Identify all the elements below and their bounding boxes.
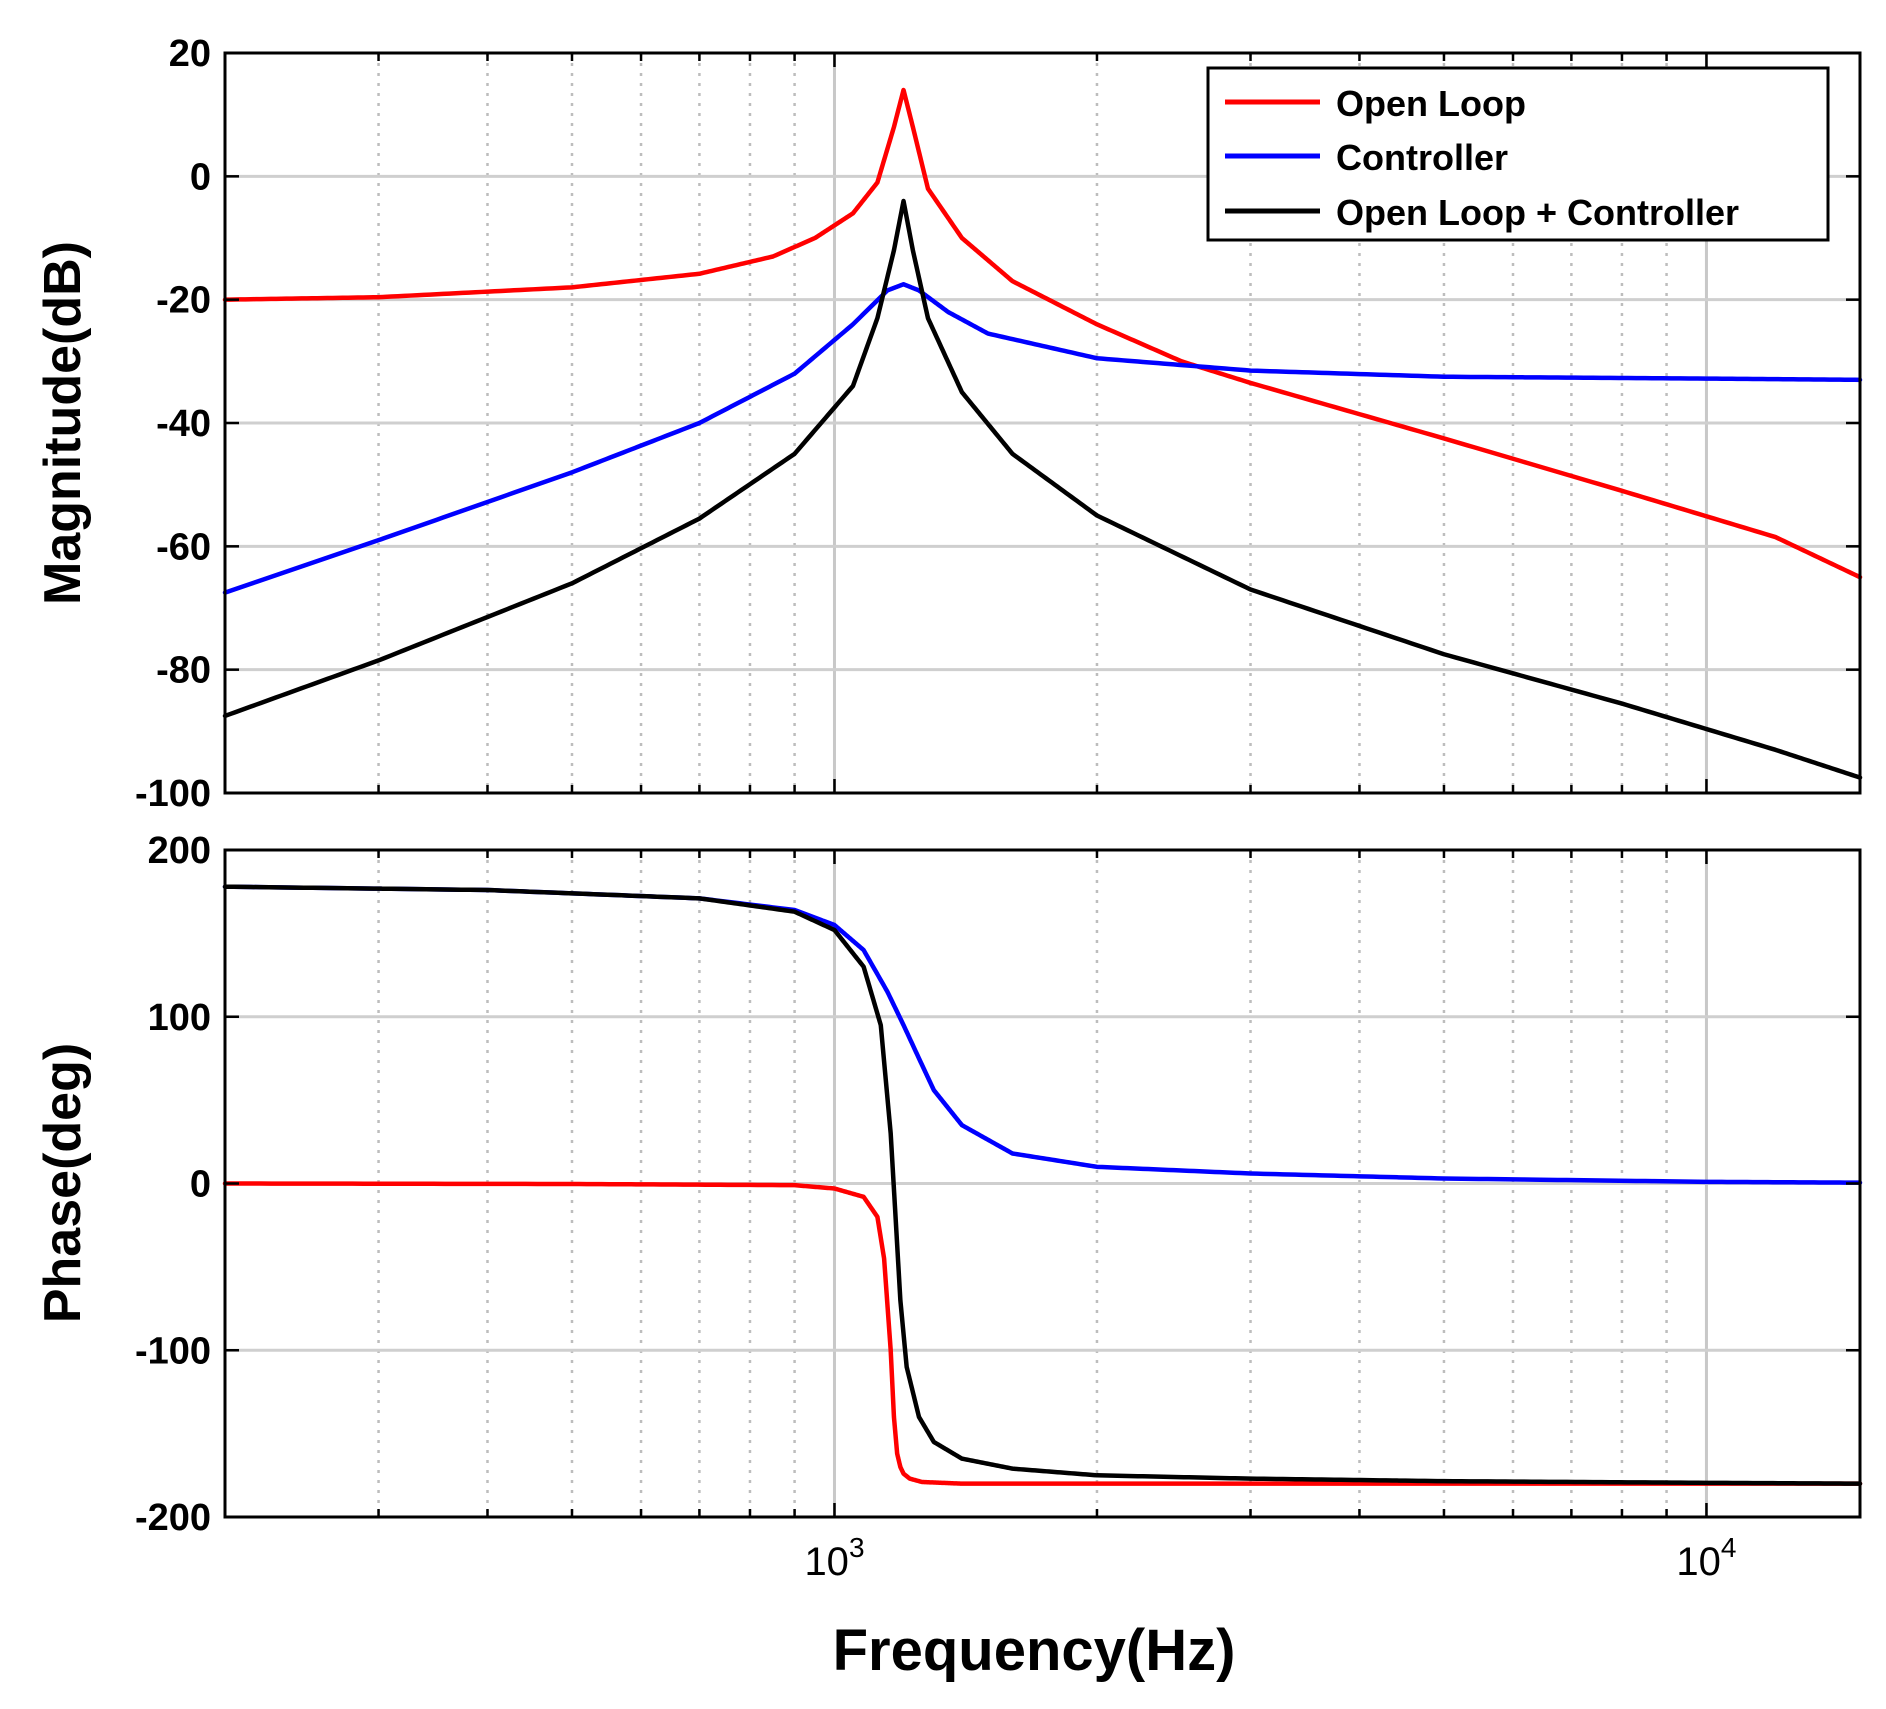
mag-series-controller	[222, 282, 1863, 595]
ph-series-open-loop	[222, 1181, 1863, 1486]
y-tick-label: 100	[148, 997, 211, 1039]
mag-series-open-loop-controller	[222, 198, 1863, 780]
y-tick-label: -80	[156, 650, 211, 692]
magnitude-grid	[225, 53, 1860, 793]
phase-y-axis-label: Phase(deg)	[34, 1043, 92, 1323]
magnitude-y-tick-labels: 20 0 -20 -40 -60 -80 -100	[135, 33, 211, 815]
y-tick-label: 0	[190, 156, 211, 198]
x-tick-label: 104	[1676, 1532, 1736, 1584]
legend: Open Loop Controller Open Loop + Control…	[1206, 66, 1830, 242]
magnitude-y-axis-label: Magnitude(dB)	[34, 241, 92, 605]
y-tick-label: -20	[156, 280, 211, 322]
phase-y-tick-labels: 200 100 0 -100 -200	[135, 830, 211, 1539]
phase-series	[222, 884, 1863, 1486]
phase-plot: 200 100 0 -100 -200 103 104 Phase(deg) Freque…	[34, 830, 1863, 1683]
y-tick-label: 20	[169, 33, 211, 75]
y-tick-label: -60	[156, 526, 211, 568]
legend-label-open-loop: Open Loop	[1336, 83, 1526, 124]
y-tick-label: -100	[135, 1330, 211, 1372]
y-tick-label: 0	[190, 1164, 211, 1206]
magnitude-plot: 20 0 -20 -40 -60 -80 -100 Magnitude(dB) Open L…	[34, 33, 1863, 815]
mag-series-open-loop	[222, 87, 1863, 580]
y-tick-label: -200	[135, 1497, 211, 1539]
legend-label-open-loop-plus-controller: Open Loop + Controller	[1336, 192, 1739, 233]
phase-x-tick-labels: 103 104	[804, 1532, 1736, 1584]
magnitude-series	[222, 87, 1863, 780]
x-tick-label: 103	[804, 1532, 864, 1584]
phase-grid	[225, 850, 1860, 1517]
y-tick-label: 200	[148, 830, 211, 872]
ph-series-open-loop-controller	[222, 884, 1863, 1486]
legend-label-controller: Controller	[1336, 137, 1508, 178]
y-tick-label: -40	[156, 403, 211, 445]
magnitude-axes-frame	[223, 51, 1862, 795]
y-tick-label: -100	[135, 773, 211, 815]
x-axis-label: Frequency(Hz)	[833, 1618, 1236, 1683]
phase-axes-frame	[223, 848, 1862, 1519]
